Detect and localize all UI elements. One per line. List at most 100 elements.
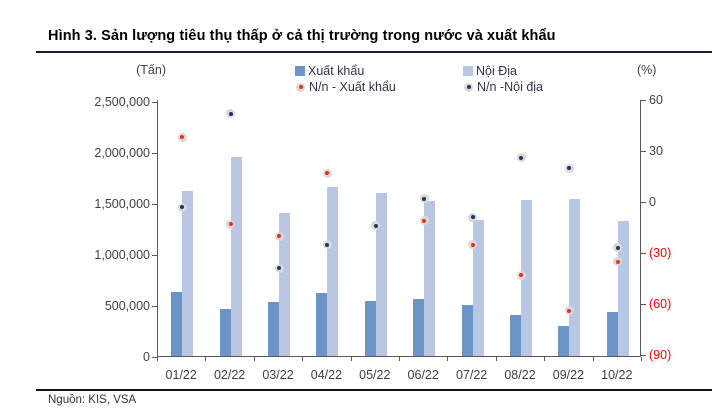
domestic-yoy-marker-icon [463,82,474,93]
right-axis-tick-label: 60 [649,92,663,107]
legend-label-export-yoy: N/n - Xuất khẩu [309,80,396,94]
right-axis-tick [641,100,646,101]
export-yoy-dot-10/22 [613,257,623,266]
x-axis-tick [399,357,400,361]
legend-item-export-yoy: N/n - Xuất khẩu [295,79,463,95]
right-axis-tick-label: (30) [649,245,672,260]
export-bar-02/22 [219,309,231,356]
domestic-yoy-dot-04/22 [322,240,332,249]
domestic-bar-03/22 [279,213,290,356]
export-yoy-dot-07/22 [468,240,478,249]
x-axis-tick [157,357,158,361]
right-axis-tick-label: 0 [649,194,656,209]
chart-legend: Xuất khẩu Nội Địa N/n - Xuất khẩu N/n -N… [295,63,543,95]
x-axis-tick [205,357,207,361]
right-axis-tick [641,355,646,356]
x-axis-tick [641,357,642,361]
left-axis-tick [152,102,157,103]
export-yoy-marker-icon [295,82,306,93]
x-axis-label-08/22: 08/22 [504,368,536,382]
export-bar-06/22 [413,298,425,356]
left-axis-tick [152,357,157,358]
x-axis-tick [495,357,497,361]
left-axis-tick [152,306,157,307]
export-bar-swatch-icon [295,66,305,76]
left-axis-tick [152,255,157,256]
left-axis-tick-label: 0 [143,349,150,364]
domestic-bar-09/22 [569,198,581,356]
plot-area [157,100,641,357]
domestic-bar-10/22 [617,221,629,356]
left-axis-tick-label: 500,000 [104,298,150,313]
export-bar-07/22 [461,305,473,356]
right-axis-tick-label: 30 [649,143,663,158]
export-yoy-dot-02/22 [226,219,236,229]
domestic-bar-01/22 [182,190,194,356]
x-axis-tick [592,357,594,361]
left-axis-tick [152,204,157,205]
x-axis-tick [253,357,255,361]
export-bar-09/22 [558,326,570,356]
export-bar-03/22 [268,301,279,356]
domestic-bar-08/22 [521,199,532,356]
export-bar-05/22 [364,300,376,356]
domestic-yoy-dot-09/22 [564,163,574,173]
x-axis-label-06/22: 06/22 [407,368,439,382]
domestic-bar-07/22 [472,220,484,356]
export-bar-10/22 [606,312,618,356]
x-axis-tick [302,357,304,361]
export-yoy-dot-08/22 [516,270,526,280]
domestic-bar-swatch-icon [463,66,473,76]
x-axis-tick [447,357,449,361]
export-bar-04/22 [316,292,328,356]
left-axis-tick-label: 1,500,000 [94,196,150,211]
legend-label-domestic-yoy: N/n -Nội địa [477,80,543,94]
legend-item-domestic-yoy: N/n -Nội địa [463,79,543,95]
x-axis-label-10/22: 10/22 [601,368,633,382]
export-bar-08/22 [510,315,521,356]
left-axis-tick-label: 2,500,000 [94,94,150,109]
right-axis-unit-label: (%) [637,63,657,77]
x-axis-label-02/22: 02/22 [213,368,246,382]
export-yoy-dot-01/22 [177,132,187,142]
domestic-bar-04/22 [327,186,339,356]
right-axis-tick [641,304,646,305]
legend-item-domestic: Nội Địa [463,63,543,79]
left-axis-tick-label: 2,000,000 [94,145,150,160]
domestic-bar-02/22 [230,157,242,356]
left-axis-tick [152,153,157,154]
x-axis-label-09/22: 09/22 [552,368,585,382]
domestic-yoy-dot-10/22 [613,243,623,253]
x-axis-label-07/22: 07/22 [455,368,488,382]
export-yoy-dot-04/22 [322,168,332,178]
domestic-bar-06/22 [424,201,436,356]
x-axis-label-05/22: 05/22 [359,368,391,382]
export-bar-01/22 [171,291,183,356]
domestic-yoy-dot-08/22 [516,153,526,163]
x-axis-tick [544,357,546,361]
export-yoy-dot-06/22 [419,216,429,226]
figure-title: Hình 3. Sản lượng tiêu thụ thấp ở cả thị… [48,28,556,44]
export-yoy-dot-09/22 [564,306,574,316]
x-axis-tick [350,357,352,361]
domestic-yoy-dot-05/22 [371,221,381,231]
x-axis-label-04/22: 04/22 [310,368,343,382]
right-axis-tick-label: (60) [649,296,672,311]
right-axis-tick-label: (90) [649,347,672,362]
domestic-yoy-dot-01/22 [177,202,187,212]
x-axis-label-03/22: 03/22 [262,368,294,382]
domestic-yoy-dot-02/22 [226,109,236,119]
domestic-bar-05/22 [375,192,387,356]
footer-divider [36,389,712,391]
right-axis-tick [641,202,646,203]
domestic-yoy-dot-03/22 [274,263,284,273]
x-axis-label-01/22: 01/22 [165,368,197,382]
left-axis-unit-label: (Tấn) [136,63,166,77]
left-axis-tick-label: 1,000,000 [94,247,150,262]
right-axis-tick [641,253,646,254]
source-note: Nguồn: KIS, VSA [48,394,137,406]
title-divider [36,51,712,53]
domestic-yoy-dot-06/22 [419,194,429,204]
export-yoy-dot-03/22 [274,231,284,241]
